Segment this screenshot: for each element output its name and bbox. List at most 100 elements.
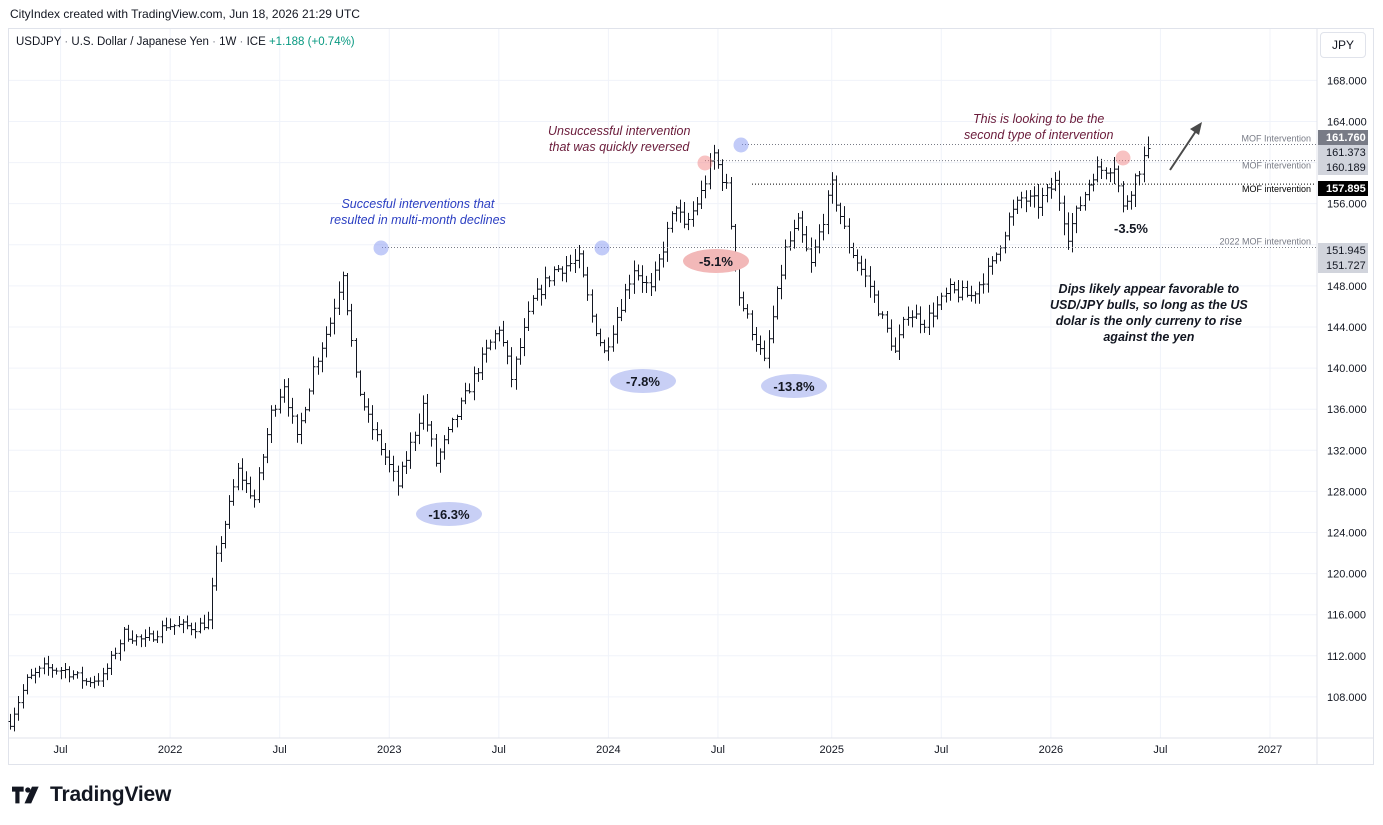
ohlc-bar: [185, 615, 190, 630]
intervention-marker: [373, 240, 389, 256]
y-tick-label: 156.000: [1327, 199, 1367, 211]
ohlc-bar: [1104, 167, 1109, 180]
ohlc-bar: [16, 696, 21, 721]
ohlc-bar: [994, 252, 999, 264]
price-label-box: [1318, 181, 1368, 196]
ohlc-bar: [859, 255, 864, 276]
ohlc-bar: [408, 432, 413, 469]
ohlc-bar: [775, 286, 780, 320]
ohlc-bar: [661, 241, 666, 268]
x-tick-label: 2023: [377, 744, 401, 756]
ohlc-bar: [573, 248, 578, 273]
ohlc-bar: [813, 239, 818, 267]
ohlc-bar: [1078, 196, 1083, 211]
ohlc-bar: [286, 378, 291, 417]
ohlc-bar: [1112, 157, 1117, 185]
ohlc-bar: [147, 626, 152, 641]
footer-brand: TradingView: [50, 783, 172, 806]
ohlc-bar: [387, 450, 392, 473]
y-tick-label: 132.000: [1327, 445, 1367, 457]
ohlc-bar: [295, 414, 300, 443]
ohlc-bar: [269, 405, 274, 443]
ohlc-bar: [640, 265, 645, 293]
legend-symbol: USDJPY: [16, 36, 62, 48]
ohlc-bar: [724, 173, 729, 189]
tradingview-brand[interactable]: TradingView: [12, 783, 171, 807]
ohlc-bar: [754, 327, 759, 352]
ohlc-bar: [745, 304, 750, 319]
ohlc-bar: [181, 619, 186, 634]
ohlc-bar: [1062, 195, 1067, 236]
ohlc-bar: [560, 266, 565, 282]
ohlc-bar: [800, 210, 805, 243]
ohlc-bar: [202, 614, 207, 631]
ohlc-bar: [240, 458, 245, 491]
x-tick-label: Jul: [492, 744, 506, 756]
ohlc-bar: [602, 339, 607, 354]
ohlc-bar: [981, 273, 986, 294]
ohlc-bars: [8, 136, 1151, 732]
x-tick-label: Jul: [1153, 744, 1167, 756]
drawdown-label: -5.1%: [699, 254, 733, 269]
ohlc-bar: [1137, 171, 1142, 186]
ohlc-bar: [863, 258, 868, 288]
ohlc-bar: [155, 630, 160, 644]
ohlc-bar: [88, 677, 93, 688]
x-tick-label: Jul: [273, 744, 287, 756]
ohlc-bar: [362, 391, 367, 411]
ohlc-bar: [1099, 158, 1104, 180]
x-tick-label: Jul: [54, 744, 68, 756]
ohlc-bar: [868, 266, 873, 298]
ohlc-bar: [535, 278, 540, 301]
drawdown-label: -7.8%: [626, 374, 660, 389]
ohlc-bar: [897, 324, 902, 361]
ohlc-bar: [198, 617, 203, 634]
ohlc-bar: [526, 301, 531, 331]
ohlc-bar: [539, 284, 544, 306]
ohlc-bar: [1074, 205, 1079, 234]
ohlc-bar: [606, 337, 611, 361]
ohlc-bar: [847, 218, 852, 254]
ohlc-bar: [779, 264, 784, 300]
ohlc-bar: [396, 465, 401, 496]
ohlc-bar: [720, 159, 725, 192]
ohlc-bar: [750, 310, 755, 341]
ohlc-bar: [653, 261, 658, 292]
ohlc-bar: [29, 668, 34, 680]
ohlc-bar: [80, 666, 85, 689]
ohlc-bar: [514, 356, 519, 390]
ohlc-bar: [1146, 136, 1151, 159]
ohlc-bar: [838, 202, 843, 225]
ohlc-bar: [931, 302, 936, 328]
y-tick-label: 148.000: [1327, 281, 1367, 293]
symbol-legend[interactable]: USDJPY · U.S. Dollar / Japanese Yen · 1W…: [16, 36, 355, 48]
ohlc-bar: [177, 616, 182, 628]
price-label: 160.189: [1326, 162, 1366, 174]
ohlc-bar: [657, 253, 662, 281]
y-tick-label: 136.000: [1327, 404, 1367, 416]
ohlc-bar: [594, 313, 599, 337]
ohlc-bar: [311, 356, 316, 395]
price-label-box: [1318, 243, 1368, 258]
ohlc-bar: [1108, 167, 1113, 183]
ohlc-bar: [71, 670, 76, 680]
ohlc-bar: [855, 249, 860, 272]
ohlc-bar: [977, 281, 982, 304]
currency-button[interactable]: JPY: [1320, 32, 1366, 58]
ohlc-bar: [67, 666, 72, 683]
ohlc-bar: [581, 250, 586, 278]
ohlc-bar: [598, 328, 603, 347]
ohlc-bar: [547, 275, 552, 288]
ohlc-bar: [210, 577, 215, 630]
ohlc-bar: [699, 180, 704, 210]
ohlc-bar: [25, 674, 30, 695]
annotation-unsuccessful: Unsuccessful intervention that was quick…: [548, 123, 690, 155]
ohlc-bar: [484, 339, 489, 363]
ohlc-bar: [809, 237, 814, 273]
price-label-box: [1318, 130, 1368, 145]
ohlc-bar: [400, 461, 405, 489]
y-tick-label: 124.000: [1327, 527, 1367, 539]
ohlc-bar: [337, 281, 342, 316]
ohlc-bar: [1032, 186, 1037, 208]
